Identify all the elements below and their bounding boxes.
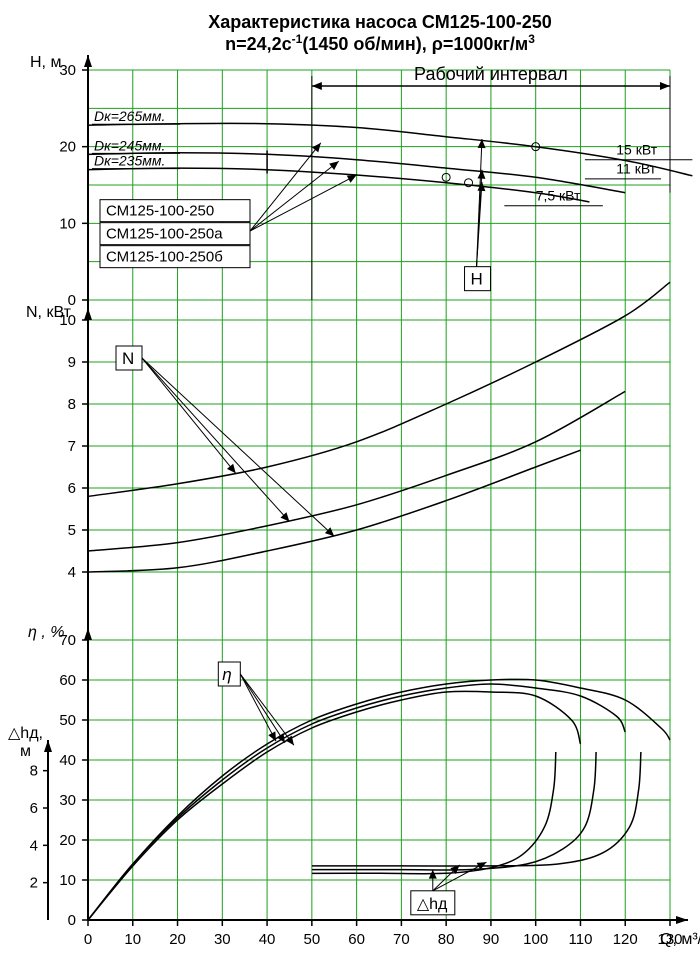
x-tick-label: 80	[438, 931, 455, 948]
n-tick: 9	[68, 354, 76, 371]
eta-pointer-label: η	[222, 665, 231, 684]
x-tick-label: 110	[569, 931, 593, 948]
h-tick: 20	[59, 139, 76, 156]
dh-pointer-label: △hд	[417, 896, 448, 913]
x-tick-label: 100	[523, 931, 548, 948]
eta-tick: 50	[59, 712, 76, 729]
x-tick-label: 50	[304, 931, 321, 948]
dh-tick: 6	[30, 800, 38, 817]
n-tick: 5	[68, 522, 76, 539]
x-tick-label: 70	[393, 931, 410, 948]
dh-curve	[312, 752, 596, 870]
x-tick-label: 0	[84, 931, 92, 948]
kw-label: 11 кВт	[616, 161, 656, 177]
dh-axis-label2: м	[20, 743, 31, 760]
eta-tick: 30	[59, 792, 76, 809]
n-pointer-label: N	[122, 349, 134, 368]
eta-tick: 70	[59, 632, 76, 649]
dh-curve	[312, 752, 641, 866]
title-line1: Характеристика насоса СМ125-100-250	[208, 12, 552, 32]
kw-label: 15 кВт	[616, 141, 657, 157]
eta-curve	[88, 691, 581, 920]
dh-tick: 4	[30, 837, 38, 854]
x-tick-label: 30	[214, 931, 231, 948]
x-tick-label: 60	[348, 931, 365, 948]
dk-label: Dк=265мм.	[94, 108, 165, 124]
n-tick: 10	[59, 312, 76, 329]
eta-tick: 10	[59, 872, 76, 889]
x-tick-label: 10	[124, 931, 141, 948]
eta-tick: 40	[59, 752, 76, 769]
grid	[88, 70, 670, 920]
dk-label: Dк=235мм.	[94, 153, 165, 169]
model-label: СМ125-100-250а	[106, 226, 223, 243]
x-tick-label: 20	[169, 931, 186, 948]
n-tick: 6	[68, 480, 76, 497]
h-tick: 10	[59, 215, 76, 232]
dh-curve	[312, 752, 556, 874]
n-tick: 8	[68, 396, 76, 413]
kw-label: 7,5 кВт	[536, 187, 581, 203]
model-label: СМ125-100-250б	[106, 249, 223, 266]
h-pointer-label: H	[471, 270, 483, 289]
x-tick-label: 40	[259, 931, 276, 948]
dh-tick: 2	[30, 875, 38, 892]
eta-tick: 0	[68, 912, 76, 929]
dh-axis-label1: △hд,	[8, 725, 43, 742]
dk-label: Dк=245мм.	[94, 137, 165, 153]
title-line2: n=24,2с-1(1450 об/мин), ρ=1000кг/м3	[225, 32, 535, 54]
h-axis-label: H, м	[30, 54, 61, 71]
model-label: СМ125-100-250	[106, 203, 214, 220]
n-tick: 7	[68, 438, 76, 455]
eta-tick: 60	[59, 672, 76, 689]
working-interval-label: Рабочий интервал	[414, 64, 568, 84]
h-tick: 30	[59, 62, 76, 79]
dh-tick: 8	[30, 763, 38, 780]
eta-tick: 20	[59, 832, 76, 849]
x-tick-label: 90	[483, 931, 500, 948]
x-tick-label: 120	[613, 931, 638, 948]
n-tick: 4	[68, 564, 76, 581]
x-axis-label: Q, м³/ч	[660, 931, 700, 948]
